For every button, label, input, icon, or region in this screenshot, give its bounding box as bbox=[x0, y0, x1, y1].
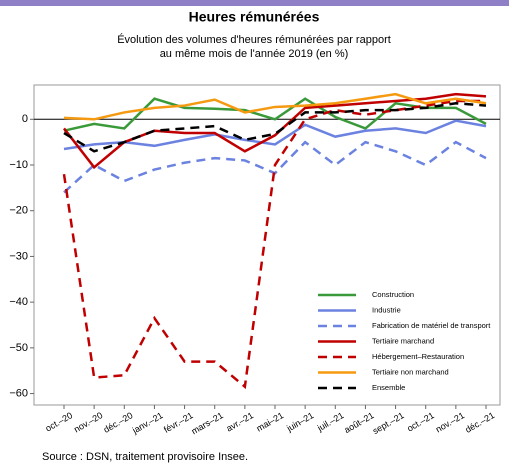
x-tick-label: févr.–21 bbox=[162, 410, 195, 435]
x-tick-label: avr.–21 bbox=[224, 410, 255, 433]
series-line bbox=[63, 119, 487, 151]
y-tick-label: −50 bbox=[9, 342, 28, 354]
x-tick-label: nov.–21 bbox=[434, 410, 466, 434]
chart-subtitle: Évolution des volumes d'heures rémunérée… bbox=[117, 33, 391, 46]
series-line bbox=[63, 102, 487, 153]
x-tick-label: déc.–21 bbox=[463, 410, 496, 435]
legend-label: Hébergement–Restauration bbox=[372, 352, 464, 361]
y-tick-label: −10 bbox=[9, 159, 28, 171]
legend-label: Ensemble bbox=[372, 383, 405, 392]
y-tick-label: −30 bbox=[9, 250, 28, 262]
legend-label: Tertiaire marchand bbox=[372, 336, 434, 345]
x-tick-label: mars–21 bbox=[190, 410, 225, 436]
chart-title: Heures rémunérées bbox=[189, 9, 320, 25]
y-tick-label: 0 bbox=[22, 113, 28, 125]
x-tick-label: oct.–20 bbox=[44, 410, 75, 433]
x-tick-label: mai–21 bbox=[255, 410, 286, 433]
y-tick-label: −20 bbox=[9, 205, 28, 217]
x-tick-label: déc.–20 bbox=[102, 410, 135, 435]
x-tick-label: sept.–21 bbox=[371, 410, 406, 436]
y-tick-label: −60 bbox=[9, 387, 28, 399]
series-line bbox=[63, 92, 487, 121]
y-tick-label: −40 bbox=[9, 296, 28, 308]
chart-subtitle: au même mois de l'année 2019 (en %) bbox=[160, 48, 349, 60]
x-tick-label: nov.–20 bbox=[72, 410, 104, 434]
x-tick-label: juil.–21 bbox=[315, 410, 346, 433]
x-tick-label: oct.–21 bbox=[405, 410, 436, 433]
source: Source : DSN, traitement provisoire Inse… bbox=[42, 451, 248, 463]
legend-label: Fabrication de matériel de transport bbox=[372, 321, 491, 330]
series-line bbox=[62, 99, 486, 390]
top-bar bbox=[0, 0, 509, 6]
x-tick-label: juin–21 bbox=[284, 410, 315, 434]
x-tick-label: août–21 bbox=[342, 410, 375, 435]
legend-label: Construction bbox=[372, 290, 414, 299]
legend-label: Tertiaire non marchand bbox=[372, 367, 449, 376]
legend-label: Industrie bbox=[372, 305, 401, 314]
x-tick-label: janv.–21 bbox=[130, 410, 165, 436]
